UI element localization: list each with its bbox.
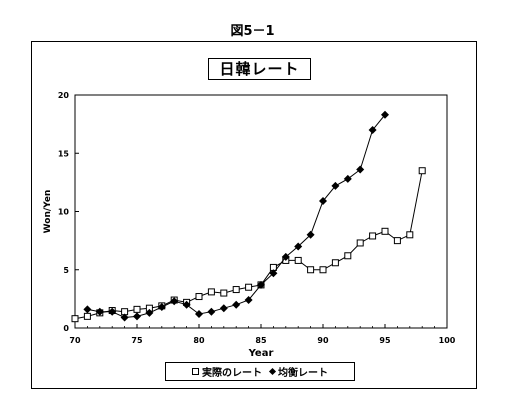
data-point-actual xyxy=(133,305,141,313)
plot-area xyxy=(74,94,448,329)
data-point-actual xyxy=(356,239,364,247)
data-point-actual xyxy=(344,252,352,260)
data-point-equilibrium xyxy=(108,307,117,316)
data-point-actual xyxy=(381,227,389,235)
legend-label-equilibrium: 均衡レート xyxy=(278,368,328,379)
x-tick-label: 80 xyxy=(193,336,205,345)
legend-label-actual: 実際のレート xyxy=(202,368,262,379)
x-tick-label: 70 xyxy=(69,336,81,345)
data-point-equilibrium xyxy=(331,181,340,190)
data-point-equilibrium xyxy=(281,252,290,261)
legend-item-equilibrium: 均衡レート xyxy=(268,364,328,379)
data-point-actual xyxy=(195,293,203,301)
legend-item-actual: 実際のレート xyxy=(192,364,262,379)
data-point-equilibrium xyxy=(207,307,216,316)
y-tick-label: 0 xyxy=(63,324,69,333)
data-point-equilibrium xyxy=(232,300,241,309)
x-axis-label: Year xyxy=(248,348,274,359)
data-point-equilibrium xyxy=(257,280,265,289)
chart-legend: 実際のレート 均衡レート xyxy=(165,362,355,381)
data-point-equilibrium xyxy=(306,230,315,239)
data-point-equilibrium xyxy=(343,174,352,183)
data-point-equilibrium xyxy=(120,313,129,322)
data-point-actual xyxy=(406,231,414,239)
data-point-actual xyxy=(307,266,315,274)
y-axis-label: Won/Yen xyxy=(43,190,53,234)
y-tick-label: 5 xyxy=(63,266,69,275)
data-point-actual xyxy=(369,232,377,240)
chart-title: 日韓レート xyxy=(208,58,311,80)
data-point-equilibrium xyxy=(170,297,179,306)
data-point-equilibrium xyxy=(368,125,377,134)
data-point-equilibrium xyxy=(269,269,278,278)
data-point-actual xyxy=(245,283,253,291)
x-tick-label: 95 xyxy=(379,336,391,345)
x-tick-label: 90 xyxy=(317,336,329,345)
figure-label: 図5－1 xyxy=(230,24,275,39)
diamond-marker-icon xyxy=(268,367,277,376)
data-point-equilibrium xyxy=(157,303,166,312)
data-point-equilibrium xyxy=(182,300,191,309)
data-point-equilibrium xyxy=(145,308,154,317)
chart-frame xyxy=(31,41,477,389)
data-point-equilibrium xyxy=(133,312,141,321)
x-tick-label: 75 xyxy=(131,336,143,345)
data-point-equilibrium xyxy=(219,304,228,313)
data-point-actual xyxy=(83,312,91,320)
data-point-equilibrium xyxy=(356,165,365,174)
data-point-actual xyxy=(294,256,302,264)
data-point-equilibrium xyxy=(95,307,104,316)
x-tick-label: 100 xyxy=(439,336,456,345)
data-point-actual xyxy=(331,259,339,267)
y-tick-label: 20 xyxy=(58,91,70,100)
square-marker-icon xyxy=(192,368,199,375)
data-point-actual xyxy=(232,286,240,294)
data-point-actual xyxy=(220,289,228,297)
data-point-actual xyxy=(319,266,327,274)
data-point-equilibrium xyxy=(83,305,92,314)
data-point-actual xyxy=(393,237,401,245)
data-point-equilibrium xyxy=(294,242,303,251)
data-point-actual xyxy=(207,288,215,296)
data-point-equilibrium xyxy=(319,197,327,206)
y-tick-label: 10 xyxy=(58,208,70,217)
data-point-actual xyxy=(71,315,79,323)
x-tick-label: 85 xyxy=(255,336,267,345)
data-point-actual xyxy=(418,167,426,175)
data-point-equilibrium xyxy=(381,110,389,119)
data-point-equilibrium xyxy=(244,296,253,305)
data-point-equilibrium xyxy=(195,310,203,319)
y-tick-label: 15 xyxy=(58,149,70,158)
